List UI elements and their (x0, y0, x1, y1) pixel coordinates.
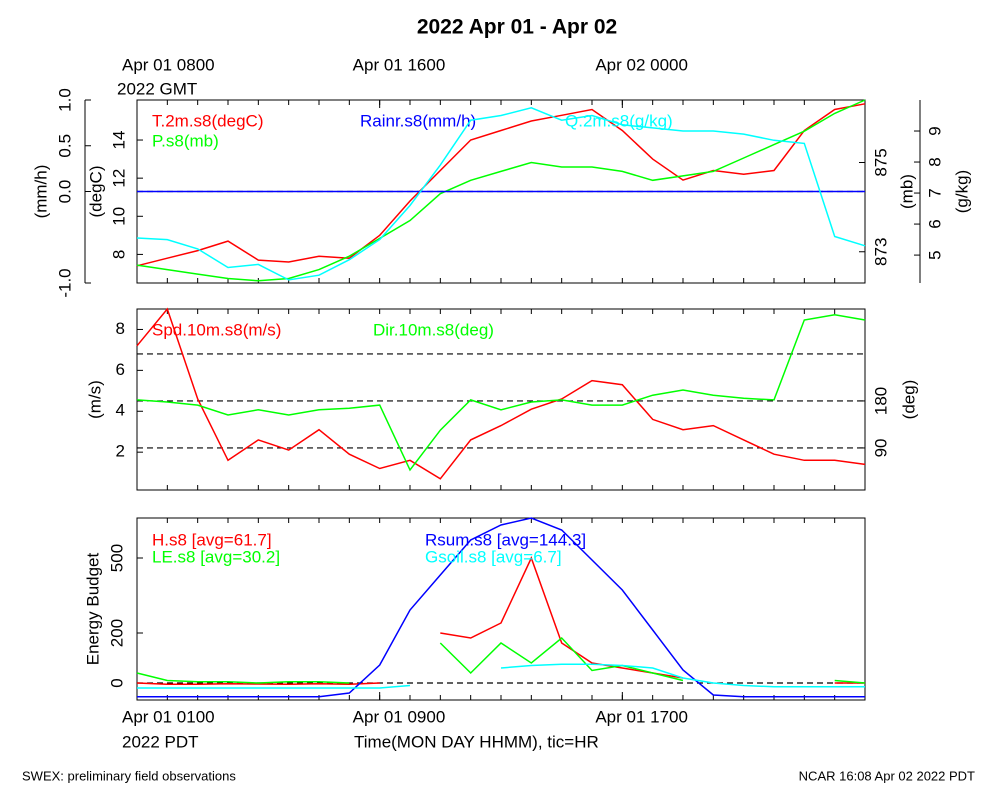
y-tick-label: 1.0 (55, 88, 74, 112)
axis-title: (degC) (86, 166, 105, 218)
x-tick-label: Apr 01 0100 (122, 707, 215, 726)
legend-label: P.s8(mb) (152, 131, 219, 150)
y-tick-label: 2 (116, 442, 125, 461)
y-tick-label: 5 (925, 250, 944, 259)
legend-label: Rainr.s8(mm/h) (360, 111, 476, 130)
y-tick-label: 200 (107, 619, 126, 647)
x-axis-title: Time(MON DAY HHMM), tic=HR (354, 732, 599, 751)
x2-tick-label: Apr 01 1600 (353, 55, 446, 74)
legend-label: H.s8 [avg=61.7] (152, 530, 272, 549)
y-tick-label: 9 (925, 126, 944, 135)
series-line (136, 556, 865, 686)
x-tick-label: Apr 01 0900 (353, 707, 446, 726)
y-tick-label: 90 (871, 438, 890, 457)
y-tick-label: 7 (925, 188, 944, 197)
series-line (136, 313, 866, 472)
axis-title: (deg) (899, 380, 918, 420)
chart-title: 2022 Apr 01 - Apr 02 (417, 16, 617, 39)
series-line (136, 103, 866, 267)
x2-sublabel: 2022 GMT (117, 79, 197, 98)
series-line (136, 99, 866, 282)
y-tick-label: 0.0 (55, 180, 74, 204)
series-line (136, 307, 866, 480)
series-line (137, 517, 865, 698)
legend-label: Spd.10m.s8(m/s) (152, 320, 281, 339)
legend-label: Q.2m.s8(g/kg) (565, 111, 673, 130)
footer-right: NCAR 16:08 Apr 02 2022 PDT (799, 768, 975, 783)
y-tick-label: 6 (116, 360, 125, 379)
axis-title: (g/kg) (952, 170, 971, 213)
x-sublabel: 2022 PDT (122, 732, 199, 751)
series-line (136, 107, 866, 281)
axis-title: (mb) (897, 174, 916, 209)
axis-title: Energy Budget (83, 552, 102, 665)
y-tick-label: 0 (107, 678, 126, 687)
series-line (137, 663, 865, 689)
y-tick-label: 10 (109, 207, 128, 226)
axis-title: (mm/h) (31, 165, 50, 219)
legend-label: Gsoil.s8 [avg=6.7] (425, 547, 562, 566)
y-tick-label: 8 (109, 250, 128, 259)
legend-label: LE.s8 [avg=30.2] (152, 547, 280, 566)
x2-tick-label: Apr 01 0800 (122, 55, 215, 74)
legend-label: Dir.10m.s8(deg) (373, 320, 494, 339)
y-tick-label: 500 (107, 544, 126, 572)
y-tick-label: 8 (116, 319, 125, 338)
y-tick-label: -1.0 (55, 268, 74, 297)
axis-title: (m/s) (85, 380, 104, 419)
y-tick-label: 6 (925, 219, 944, 228)
y-tick-label: 875 (871, 148, 890, 176)
y-tick-label: 4 (116, 401, 125, 420)
y-tick-label: 873 (871, 238, 890, 266)
x2-tick-label: Apr 02 0000 (595, 55, 688, 74)
series-line (136, 636, 866, 684)
x-tick-label: Apr 01 1700 (595, 707, 688, 726)
y-tick-label: 180 (871, 387, 890, 415)
legend-label: T.2m.s8(degC) (152, 111, 263, 130)
y-tick-label: 14 (109, 131, 128, 150)
legend-label: Rsum.s8 [avg=144.3] (425, 530, 586, 549)
y-tick-label: 12 (109, 169, 128, 188)
y-tick-label: 8 (925, 157, 944, 166)
footer-left: SWEX: preliminary field observations (22, 768, 236, 783)
y-tick-label: 0.5 (55, 134, 74, 158)
